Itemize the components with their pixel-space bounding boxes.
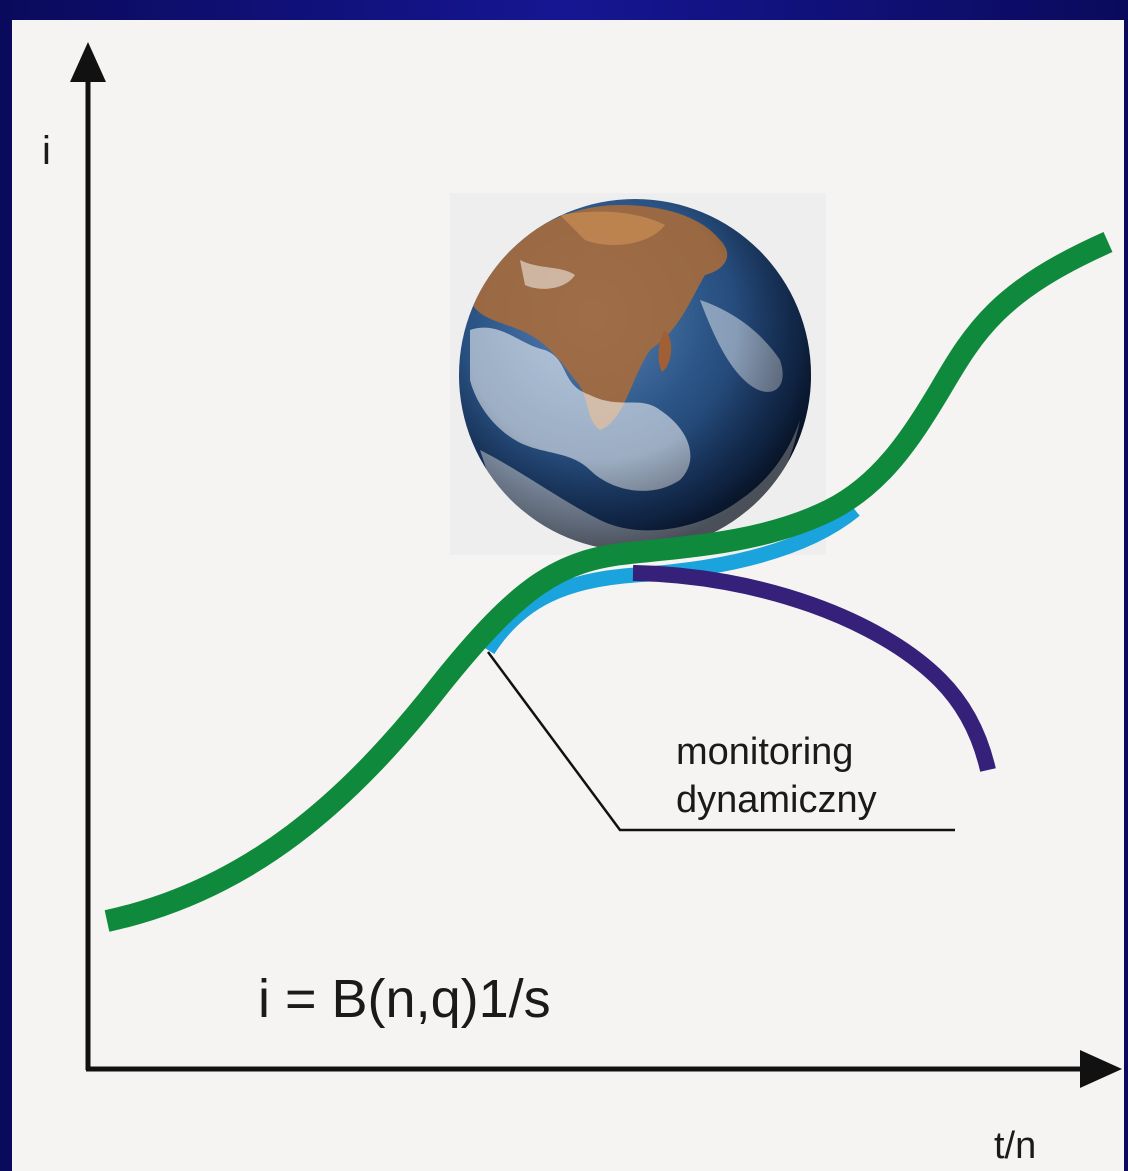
annotation-leader-line (486, 651, 955, 832)
decline-curve (632, 565, 996, 772)
formula-text: i = B(n,q)1/s (258, 969, 551, 1029)
earth-globe-image (450, 193, 826, 555)
x-axis-label: t/n (994, 1125, 1036, 1167)
y-axis-arrow (70, 42, 106, 82)
y-axis-label: i (42, 129, 51, 173)
main-growth-curve (104, 231, 1113, 932)
annotation-text-line2: dynamiczny (676, 779, 877, 821)
axes (70, 42, 1122, 1088)
curves (104, 231, 1113, 932)
annotation-text-line1: monitoring (676, 731, 853, 773)
x-axis-arrow (1080, 1050, 1122, 1088)
earth-shading (459, 199, 811, 551)
